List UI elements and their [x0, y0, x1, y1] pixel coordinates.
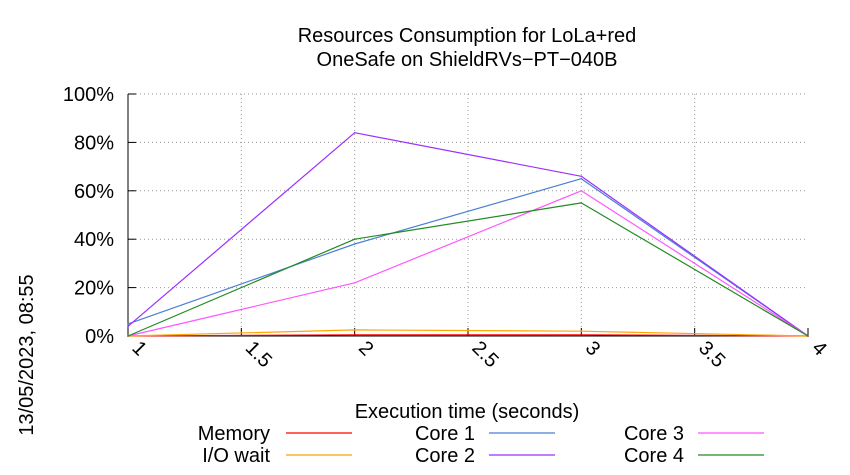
x-tick-label: 4: [807, 337, 830, 360]
legend-label: Core 2: [415, 445, 475, 467]
y-tick-label: 0%: [85, 326, 114, 348]
data-point: [127, 323, 129, 325]
series-line: [127, 202, 809, 337]
series-line: [127, 132, 809, 337]
data-point: [353, 238, 356, 240]
series-lines: [127, 131, 809, 337]
x-tick-label: 3.5: [694, 337, 729, 372]
chart-title: Resources Consumption for LoLa+red: [298, 25, 637, 47]
data-point: [353, 329, 356, 331]
y-tick-label: 80%: [74, 132, 114, 154]
legend-label: Memory: [198, 423, 270, 445]
data-point: [353, 243, 356, 245]
data-point: [580, 202, 583, 204]
x-tick-label: 1.5: [241, 337, 276, 372]
data-point: [580, 190, 583, 192]
data-point: [127, 325, 129, 328]
series-line: [127, 190, 809, 337]
data-point: [127, 335, 129, 337]
chart-subtitle: OneSafe on ShieldRVs−PT−040B: [317, 49, 618, 71]
grid: [128, 93, 808, 336]
data-point: [353, 333, 356, 336]
data-point: [580, 177, 583, 180]
y-tick-label: 20%: [74, 278, 114, 300]
legend-label: Core 3: [624, 423, 684, 445]
data-point: [353, 131, 356, 134]
data-point: [580, 175, 583, 178]
y-tick-label: 100%: [63, 84, 114, 106]
x-tick-label: 2.5: [467, 337, 502, 372]
x-axis-label: Execution time (seconds): [355, 401, 580, 423]
x-tick-label: 3: [581, 337, 604, 360]
series-line: [127, 329, 809, 337]
x-tick-label: 2: [354, 337, 377, 360]
legend-label: Core 1: [415, 423, 475, 445]
y-tick-label: 60%: [74, 181, 114, 203]
series-line: [127, 334, 809, 337]
y-tick-label: 40%: [74, 229, 114, 251]
data-point: [580, 333, 583, 336]
data-point: [580, 330, 583, 332]
data-point: [807, 335, 809, 337]
legend-label: I/O wait: [202, 445, 270, 467]
x-tick-label: 1: [127, 337, 150, 360]
legend-label: Core 4: [624, 445, 684, 467]
axes: 0% 20% 40% 60% 80% 100% 1 1.5 2 2.5 3 3.5 4: [63, 84, 831, 372]
data-point: [353, 281, 356, 284]
series-line: [127, 178, 809, 337]
timestamp-label: 13/05/2023, 08:55: [16, 274, 38, 435]
